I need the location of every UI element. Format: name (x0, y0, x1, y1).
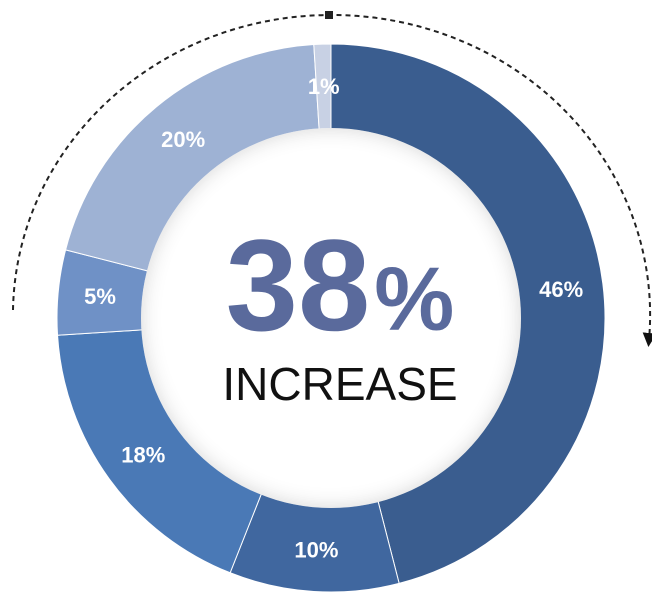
center-number: 38 (226, 212, 371, 358)
slice-label-1: 10% (294, 538, 338, 563)
slice-label-2: 18% (121, 442, 165, 467)
center-value: 38% (226, 212, 455, 358)
arrow-start-tick (325, 11, 333, 19)
slice-label-3: 5% (84, 284, 116, 309)
slice-label-5: 1% (308, 74, 340, 99)
slice-label-4: 20% (161, 127, 205, 152)
slice-label-0: 46% (539, 277, 583, 302)
center-text: INCREASE (222, 358, 457, 410)
slice-labels: 46% 10% 18% 5% 20% 1% (84, 74, 583, 562)
donut-slices (56, 43, 606, 592)
center-unit: % (374, 250, 454, 350)
donut-hole (141, 128, 521, 508)
